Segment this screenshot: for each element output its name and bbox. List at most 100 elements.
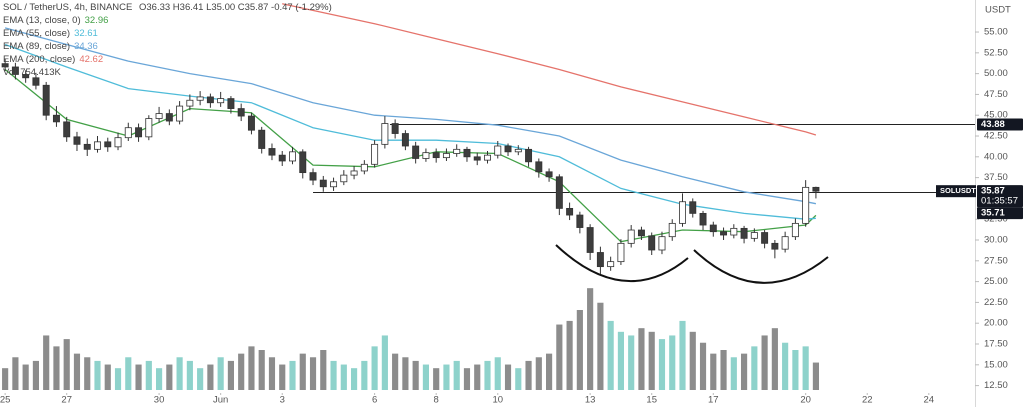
volume-bar (104, 364, 111, 390)
currency-label: USDT (985, 5, 1011, 16)
candle-body (381, 123, 389, 145)
volume-bar (463, 368, 471, 390)
candle-body (268, 148, 276, 156)
y-tick-label: 45.00 (984, 110, 1008, 121)
candle-body (555, 176, 563, 209)
candle-body (63, 121, 71, 138)
volume-bar (94, 360, 101, 390)
candle-body (453, 148, 461, 154)
candle-body (535, 161, 543, 173)
candle-body (514, 148, 522, 153)
cup-arc-right (693, 249, 829, 284)
volume-bar (710, 353, 717, 390)
candle-body (679, 201, 686, 224)
y-tick-label: 20.00 (984, 318, 1008, 329)
candle-body (104, 141, 112, 148)
candle-body (689, 201, 697, 214)
candle-body (52, 114, 60, 123)
y-tick-label: 12.50 (984, 380, 1008, 391)
candle-body (720, 231, 728, 236)
volume-bar (238, 353, 245, 390)
volume-bar (699, 342, 707, 390)
volume-bar (381, 335, 388, 390)
volume-bar (166, 364, 173, 390)
volume-bar (125, 357, 132, 390)
candle-body (463, 148, 471, 158)
candle-body (730, 227, 738, 236)
candle-body (299, 151, 307, 174)
volume-bar (135, 364, 142, 390)
candle-body (124, 127, 132, 139)
candle-body (484, 154, 491, 161)
symbol-box (936, 185, 976, 198)
volume-bar (412, 360, 419, 390)
volume-bar (741, 353, 748, 390)
candle-body (196, 96, 204, 101)
candle-body (83, 143, 91, 150)
volume-bar (248, 346, 255, 390)
candle-body (145, 118, 153, 138)
volume-bar (268, 357, 276, 390)
volume-bar (474, 364, 481, 390)
y-tick-label: 22.50 (984, 297, 1008, 308)
candle-body (258, 129, 266, 149)
y-tick-label: 32.50 (984, 214, 1008, 225)
candle-body (740, 227, 748, 239)
candle-body (617, 242, 625, 263)
volume-bar (782, 342, 789, 390)
volume-bar (658, 339, 666, 390)
candle-body (422, 152, 430, 159)
candle-body (165, 113, 173, 122)
volume-bar (535, 357, 542, 390)
volume-bar (73, 353, 81, 390)
volume-bar (330, 360, 337, 390)
candle-body (525, 148, 533, 163)
volume-bar (669, 335, 676, 390)
candle-body (319, 179, 327, 188)
candle-body (227, 98, 235, 109)
candle-body (401, 133, 409, 147)
candle-body (699, 212, 707, 226)
candle-body (432, 152, 440, 159)
candle-body (1, 63, 9, 68)
ema-line (4, 43, 816, 220)
volume-bar (771, 328, 778, 390)
y-tick-label: 40.00 (984, 151, 1008, 162)
volume-bar (792, 350, 799, 390)
volume-bar (484, 360, 491, 390)
candle-body (781, 236, 789, 250)
x-tick-label: 22 (862, 395, 873, 406)
candle-body (761, 232, 769, 244)
candle-body (237, 108, 245, 117)
candle-body (637, 229, 645, 237)
volume-bar (22, 364, 29, 390)
candle-body (22, 74, 30, 79)
x-tick-label: 6 (372, 395, 377, 406)
level-price: 35.71 (977, 207, 1023, 220)
volume-bar (84, 357, 91, 390)
volume-bar (217, 357, 224, 390)
volume-bar (761, 335, 768, 390)
x-tick-label: 25 (0, 395, 10, 406)
candle-body (135, 127, 143, 138)
x-tick-label: 3 (280, 395, 285, 406)
last-price-countdown: 01:35:57 (981, 196, 1018, 207)
candle-body (791, 222, 799, 238)
candle-body (340, 174, 348, 183)
volume-bar (258, 350, 265, 390)
x-tick-label: 13 (585, 395, 596, 406)
candle-body (186, 99, 194, 107)
volume-bar (433, 368, 440, 390)
candle-body (750, 232, 758, 239)
last-price-box (977, 185, 1023, 208)
volume-bar (525, 360, 532, 390)
y-tick-label: 55.00 (984, 27, 1008, 38)
y-tick-label: 47.50 (984, 89, 1008, 100)
x-tick-label: 8 (434, 395, 439, 406)
volume-bar (2, 368, 9, 390)
candle-body (771, 242, 779, 250)
candle-body (32, 77, 40, 86)
candle-body (576, 214, 584, 228)
